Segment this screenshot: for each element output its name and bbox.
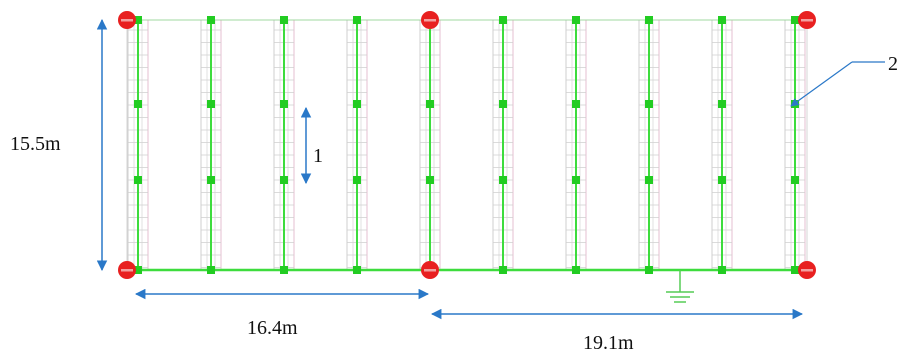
ground-symbol-icon	[666, 270, 694, 303]
grid-frame	[126, 19, 808, 271]
node-marker-icon	[645, 266, 653, 274]
corner-electrode-mark	[121, 269, 133, 272]
corner-electrode-mark	[121, 19, 133, 22]
node-marker-icon	[134, 100, 142, 108]
corner-electrode-icon	[118, 261, 136, 279]
node-marker-icon	[791, 266, 799, 274]
corner-electrode-icon	[421, 261, 439, 279]
node-marker-icon	[353, 266, 361, 274]
corner-electrode-mark	[801, 269, 813, 272]
node-marker-icon	[645, 176, 653, 184]
node-marker-icon	[280, 100, 288, 108]
node-marker-icon	[280, 176, 288, 184]
left-span-label: 16.4m	[247, 317, 298, 339]
node-marker-icon	[499, 176, 507, 184]
node-marker-icon	[718, 100, 726, 108]
node-marker-icon	[572, 16, 580, 24]
corner-electrode-mark	[424, 19, 436, 22]
node-marker-icon	[572, 100, 580, 108]
node-marker-icon	[572, 266, 580, 274]
height-label: 15.5m	[10, 133, 61, 155]
corner-electrode-icon	[798, 261, 816, 279]
node-marker-icon	[207, 100, 215, 108]
node-marker-icon	[353, 16, 361, 24]
node-marker-icon	[645, 100, 653, 108]
ladder-columns	[127, 20, 806, 270]
node-marker-icon	[426, 100, 434, 108]
node-marker-icon	[353, 100, 361, 108]
corner-electrode-mark	[801, 19, 813, 22]
node-marker-icon	[718, 176, 726, 184]
corner-electrodes	[118, 11, 816, 279]
node-marker-icon	[791, 16, 799, 24]
node-marker-icon	[207, 176, 215, 184]
node-marker-icon	[645, 16, 653, 24]
node-marker-icon	[207, 16, 215, 24]
right-span-label: 19.1m	[583, 332, 634, 351]
node-marker-icon	[134, 16, 142, 24]
marker-2-label: 2	[888, 53, 898, 75]
corner-electrode-mark	[424, 269, 436, 272]
node-marker-icon	[791, 176, 799, 184]
node-marker-icon	[353, 176, 361, 184]
node-marker-icon	[499, 100, 507, 108]
node-markers	[134, 16, 799, 274]
node-marker-icon	[280, 16, 288, 24]
node-marker-icon	[718, 16, 726, 24]
node-marker-icon	[499, 266, 507, 274]
corner-electrode-icon	[798, 11, 816, 29]
marker-2-arrow	[790, 61, 853, 107]
node-marker-icon	[207, 266, 215, 274]
marker-1-label: 1	[313, 145, 323, 167]
ladder-column	[273, 20, 295, 270]
node-marker-icon	[499, 16, 507, 24]
node-marker-icon	[426, 176, 434, 184]
ladder-column	[200, 20, 222, 270]
node-marker-icon	[572, 176, 580, 184]
node-marker-icon	[280, 266, 288, 274]
conductor-lines	[127, 19, 807, 272]
corner-electrode-icon	[421, 11, 439, 29]
corner-electrode-icon	[118, 11, 136, 29]
node-marker-icon	[134, 266, 142, 274]
node-marker-icon	[718, 266, 726, 274]
node-marker-icon	[134, 176, 142, 184]
